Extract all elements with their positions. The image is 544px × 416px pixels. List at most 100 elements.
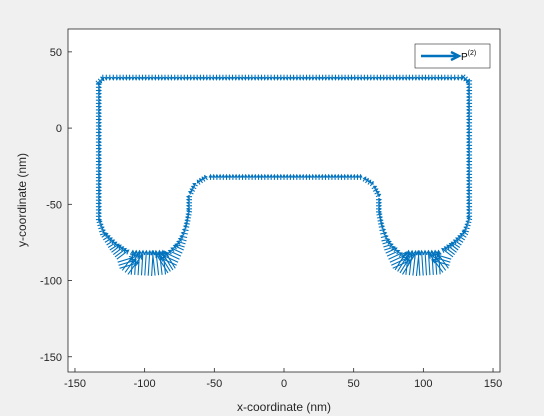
quiver-arrow [95,85,103,90]
quiver-arrow [282,173,286,180]
quiver-arrow [355,173,360,180]
quiver-arrow [465,101,473,106]
quiver-arrow [100,74,105,81]
quiver-arrow [220,74,225,81]
quiver-arrow [214,74,219,81]
quiver-arrow [298,74,303,81]
plot-area [67,28,501,373]
quiver-arrow [266,173,270,180]
quiver-arrow [95,133,103,138]
quiver-arrow [465,149,473,154]
quiver-arrow [259,74,264,81]
quiver-arrow [243,173,248,180]
quiver-arrow [95,143,103,148]
quiver-arrow [377,218,384,223]
quiver-arrow [465,166,473,170]
quiver-arrow [146,74,151,81]
quiver-arrow [237,74,241,81]
quiver-arrow [99,231,108,236]
quiver-arrow [95,130,103,135]
quiver-arrow [285,173,290,180]
quiver-arrow [307,173,312,180]
quiver-arrow [442,74,447,81]
quiver-arrow [465,91,473,96]
quiver-arrow [118,74,122,81]
quiver-arrow [304,74,309,81]
quiver-arrow [174,242,185,248]
quiver-arrow [185,203,192,208]
quiver-arrow [175,74,180,81]
y-tick-label: -100 [40,276,62,288]
quiver-arrow [465,114,473,119]
x-tick-label: -50 [206,378,222,390]
quiver-arrow [143,74,148,81]
quiver-arrow [95,107,103,112]
quiver-arrow [376,212,383,217]
quiver-arrow [98,225,105,230]
quiver-arrow [190,185,197,190]
quiver-arrow [288,173,293,180]
quiver-arrow [269,173,274,180]
quiver-arrow [118,258,138,266]
quiver-arrow [320,74,325,81]
quiver-arrow [376,206,383,211]
quiver-arrow [323,74,328,81]
quiver-arrow [275,74,280,81]
quiver-arrow [227,74,232,81]
quiver-arrow [291,173,296,180]
quiver-arrow [153,74,158,81]
quiver-arrow [465,178,473,183]
quiver-arrow [379,227,387,233]
quiver-arrow [103,235,111,241]
quiver-arrow [185,209,193,214]
quiver-arrow [163,74,167,81]
quiver-arrow [465,107,473,112]
quiver-arrow [199,177,203,184]
quiver-arrow [362,74,367,81]
quiver-arrow [378,221,385,226]
quiver-arrow [208,173,213,180]
quiver-arrow [104,237,113,243]
quiver-arrow [99,228,106,233]
quiver-arrow [465,185,473,190]
quiver-arrow [465,159,473,164]
quiver-arrow [95,178,103,183]
quiver-arrow [150,74,155,81]
quiver-arrow [404,74,409,81]
quiver-arrow [356,74,360,81]
quiver-arrow [394,74,399,81]
quiver-arrow [240,74,245,81]
quiver-arrow [450,241,461,248]
quiver-arrow [375,193,382,198]
legend: P(2) [414,43,491,69]
quiver-arrow [381,237,391,243]
quiver-arrow [375,74,380,81]
quiver-arrow [389,254,406,263]
quiver-arrow [330,74,335,81]
quiver-arrow [465,95,473,99]
quiver-arrow [368,74,373,81]
quiver-arrow [465,156,473,161]
quiver-arrow [466,216,473,221]
y-tick-label: 0 [56,123,62,135]
quiver-arrow [465,136,473,141]
quiver-arrow [463,76,468,82]
quiver-arrow [352,173,357,180]
quiver-arrow [407,74,412,81]
quiver-arrow [192,74,196,81]
quiver-arrow [211,173,216,180]
quiver-arrow [224,74,229,81]
quiver-arrow [246,74,251,81]
quiver-arrow [426,74,431,81]
quiver-arrow [294,74,299,81]
quiver-arrow [256,173,261,180]
x-tick-label: 0 [281,378,287,390]
quiver-arrow [95,117,103,122]
quiver-arrow [124,253,140,273]
quiver-arrow [423,74,428,81]
quiver-arrow [392,259,412,269]
quiver-arrow [410,74,415,81]
quiver-arrow [371,185,378,190]
quiver-arrow [127,254,143,275]
quiver-arrow [172,74,177,81]
